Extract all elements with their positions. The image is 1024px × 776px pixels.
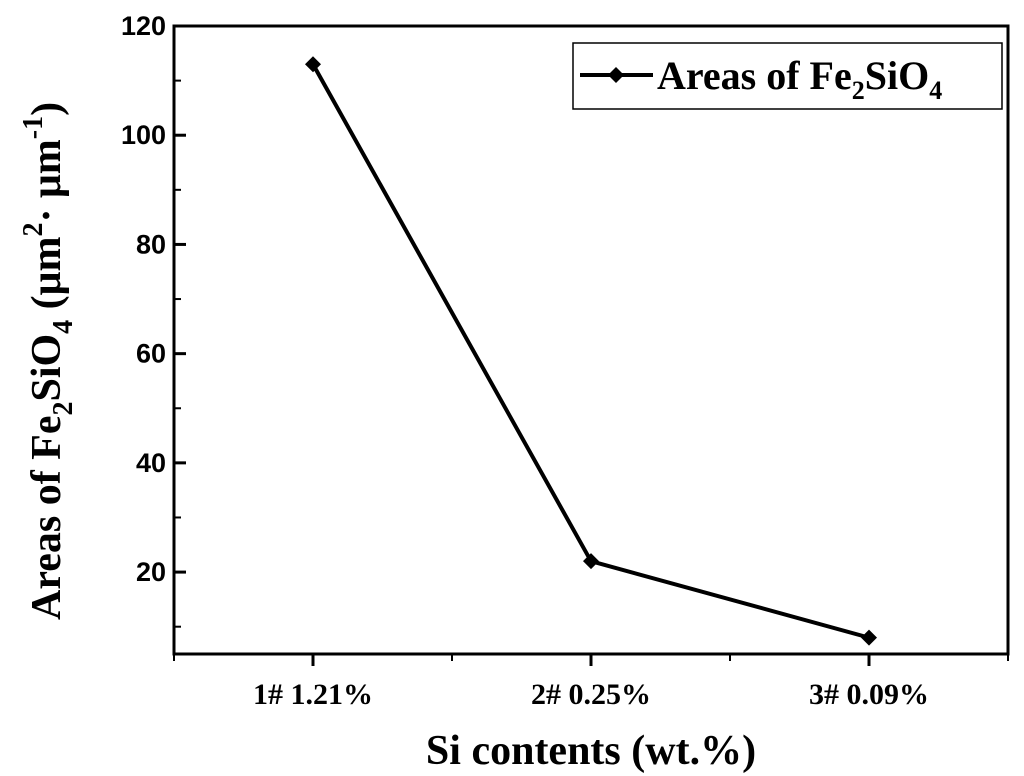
series-line <box>311 63 870 640</box>
x-axis-title: Si contents (wt.%) <box>426 728 756 774</box>
y-tick-label: 100 <box>121 120 166 150</box>
series-layer <box>305 56 877 646</box>
x-tick-label: 3# 0.09% <box>809 678 929 711</box>
data-point-marker <box>861 629 877 646</box>
y-axis: 20 40 60 80 100 120 <box>121 11 186 628</box>
data-point-marker <box>305 56 321 73</box>
y-tick-label: 20 <box>136 557 166 587</box>
legend-label: Areas of Fe2SiO4 <box>657 53 942 105</box>
y-tick-label: 80 <box>136 229 166 259</box>
y-tick-label: 120 <box>121 11 166 41</box>
data-point-marker <box>583 553 599 570</box>
y-tick-label: 40 <box>136 448 166 478</box>
x-tick-label: 2# 0.25% <box>531 678 651 711</box>
legend-marker-sample <box>608 67 624 83</box>
x-tick-label: 1# 1.21% <box>253 678 373 711</box>
y-axis-title: Areas of Fe2SiO4 (μm2· μm-1) <box>18 102 79 620</box>
legend: Areas of Fe2SiO4 <box>572 42 1003 110</box>
y-tick-label: 60 <box>136 339 166 369</box>
x-axis: 1# 1.21% 2# 0.25% 3# 0.09% <box>173 654 1009 711</box>
